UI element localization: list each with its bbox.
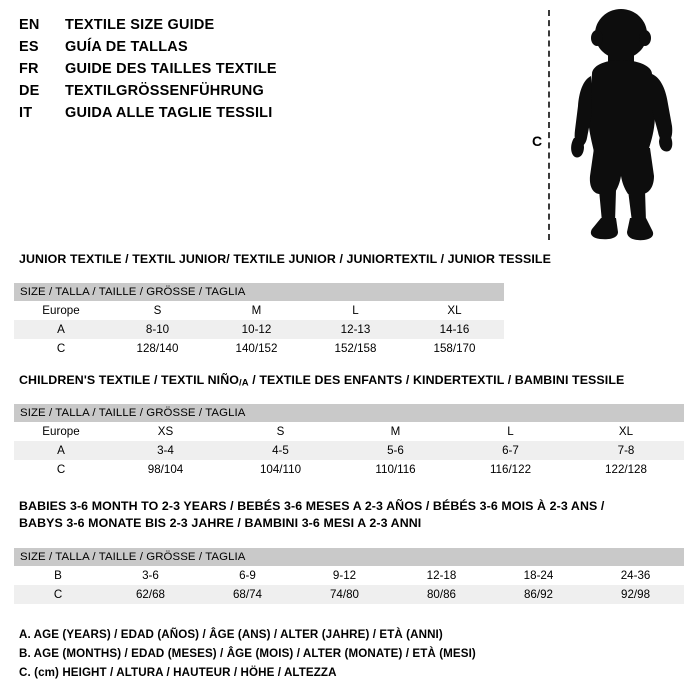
table-row: C 62/68 68/74 74/80 80/86 86/92 92/98 [14, 585, 685, 604]
cell: 68/74 [199, 585, 296, 604]
cell: M [207, 301, 306, 320]
table-row: Europe XS S M L XL [14, 422, 685, 441]
cell: 24-36 [587, 566, 685, 585]
cell: 74/80 [296, 585, 393, 604]
cell: 18-24 [490, 566, 587, 585]
language-row-en: EN TEXTILE SIZE GUIDE [19, 17, 499, 39]
cell: 152/158 [306, 339, 405, 358]
cell: 14-16 [405, 320, 504, 339]
cell: 92/98 [587, 585, 685, 604]
language-title-en: TEXTILE SIZE GUIDE [65, 17, 215, 33]
figure-measure-label: C [532, 133, 543, 149]
legend-line-b: B. AGE (MONTHS) / EDAD (MESES) / ÂGE (MO… [19, 647, 476, 660]
language-row-fr: FR GUIDE DES TAILLES TEXTILE [19, 61, 499, 83]
language-code-it: IT [19, 105, 33, 121]
cell: 104/110 [223, 460, 338, 479]
cell: 140/152 [207, 339, 306, 358]
language-code-de: DE [19, 83, 40, 99]
babies-table-header: SIZE / TALLA / TAILLE / GRÖSSE / TAGLIA [14, 548, 685, 566]
language-row-es: ES GUÍA DE TALLAS [19, 39, 499, 61]
language-row-it: IT GUIDA ALLE TAGLIE TESSILI [19, 105, 499, 127]
legend-line-a: A. AGE (YEARS) / EDAD (AÑOS) / ÂGE (ANS)… [19, 628, 443, 641]
row-label: C [14, 585, 102, 604]
cell: S [223, 422, 338, 441]
cell: 12-18 [393, 566, 490, 585]
cell: 8-10 [108, 320, 207, 339]
junior-table-header: SIZE / TALLA / TAILLE / GRÖSSE / TAGLIA [14, 283, 504, 301]
cell: M [338, 422, 453, 441]
cell: 116/122 [453, 460, 568, 479]
cell: XL [405, 301, 504, 320]
language-title-de: TEXTILGRÖSSENFÜHRUNG [65, 83, 264, 99]
cell: 6-9 [199, 566, 296, 585]
section-heading-junior: JUNIOR TEXTILE / TEXTIL JUNIOR/ TEXTILE … [19, 252, 551, 266]
table-row: B 3-6 6-9 9-12 12-18 18-24 24-36 [14, 566, 685, 585]
cell: 3-4 [108, 441, 223, 460]
cell: 128/140 [108, 339, 207, 358]
cell: 5-6 [338, 441, 453, 460]
babies-size-table: SIZE / TALLA / TAILLE / GRÖSSE / TAGLIA … [14, 548, 685, 604]
language-title-it: GUIDA ALLE TAGLIE TESSILI [65, 105, 273, 121]
children-heading-pre: CHILDREN'S TEXTILE / TEXTIL NIÑO [19, 373, 240, 387]
cell: 7-8 [568, 441, 685, 460]
cell: 158/170 [405, 339, 504, 358]
cell: L [306, 301, 405, 320]
cell: L [453, 422, 568, 441]
section-heading-babies: BABIES 3-6 MONTH TO 2-3 YEARS / BEBÉS 3-… [19, 498, 604, 531]
cell: XL [568, 422, 685, 441]
cell: 86/92 [490, 585, 587, 604]
children-table-header: SIZE / TALLA / TAILLE / GRÖSSE / TAGLIA [14, 404, 685, 422]
cell: 62/68 [102, 585, 199, 604]
row-label: B [14, 566, 102, 585]
cell: 80/86 [393, 585, 490, 604]
language-code-fr: FR [19, 61, 39, 77]
row-label: Europe [14, 422, 108, 441]
table-row: C 128/140 140/152 152/158 158/170 [14, 339, 504, 358]
cell: 6-7 [453, 441, 568, 460]
table-row: Europe S M L XL [14, 301, 504, 320]
cell: 98/104 [108, 460, 223, 479]
measurement-legend: A. AGE (YEARS) / EDAD (AÑOS) / ÂGE (ANS)… [19, 625, 476, 682]
babies-heading-line2: BABYS 3-6 MONATE BIS 2-3 JAHRE / BAMBINI… [19, 516, 422, 530]
cell: 4-5 [223, 441, 338, 460]
children-heading-sub: /A [239, 377, 249, 389]
cell: 122/128 [568, 460, 685, 479]
table-row: C 98/104 104/110 110/116 116/122 122/128 [14, 460, 685, 479]
cell: XS [108, 422, 223, 441]
row-label: A [14, 441, 108, 460]
height-measurement-figure: C [510, 5, 690, 245]
table-row: A 3-4 4-5 5-6 6-7 7-8 [14, 441, 685, 460]
cell: S [108, 301, 207, 320]
junior-size-table: SIZE / TALLA / TAILLE / GRÖSSE / TAGLIA … [14, 283, 504, 358]
cell: 3-6 [102, 566, 199, 585]
children-heading-post: / TEXTILE DES ENFANTS / KINDERTEXTIL / B… [248, 373, 625, 387]
cell: 12-13 [306, 320, 405, 339]
row-label: C [14, 460, 108, 479]
table-header-row: SIZE / TALLA / TAILLE / GRÖSSE / TAGLIA [14, 548, 685, 566]
cell: 10-12 [207, 320, 306, 339]
cell: 110/116 [338, 460, 453, 479]
section-heading-children: CHILDREN'S TEXTILE / TEXTIL NIÑO/A / TEX… [19, 372, 624, 392]
table-row: A 8-10 10-12 12-13 14-16 [14, 320, 504, 339]
toddler-silhouette-icon [571, 9, 673, 241]
legend-line-c: C. (cm) HEIGHT / ALTURA / HAUTEUR / HÖHE… [19, 666, 337, 679]
babies-heading-line1: BABIES 3-6 MONTH TO 2-3 YEARS / BEBÉS 3-… [19, 499, 605, 513]
children-size-table: SIZE / TALLA / TAILLE / GRÖSSE / TAGLIA … [14, 404, 685, 479]
row-label: Europe [14, 301, 108, 320]
table-header-row: SIZE / TALLA / TAILLE / GRÖSSE / TAGLIA [14, 283, 504, 301]
language-code-es: ES [19, 39, 39, 55]
language-code-en: EN [19, 17, 40, 33]
language-title-es: GUÍA DE TALLAS [65, 39, 188, 55]
row-label: C [14, 339, 108, 358]
language-row-de: DE TEXTILGRÖSSENFÜHRUNG [19, 83, 499, 105]
table-header-row: SIZE / TALLA / TAILLE / GRÖSSE / TAGLIA [14, 404, 685, 422]
height-dashed-line [548, 10, 550, 240]
title-block: EN TEXTILE SIZE GUIDE ES GUÍA DE TALLAS … [19, 17, 499, 127]
row-label: A [14, 320, 108, 339]
cell: 9-12 [296, 566, 393, 585]
language-title-fr: GUIDE DES TAILLES TEXTILE [65, 61, 277, 77]
